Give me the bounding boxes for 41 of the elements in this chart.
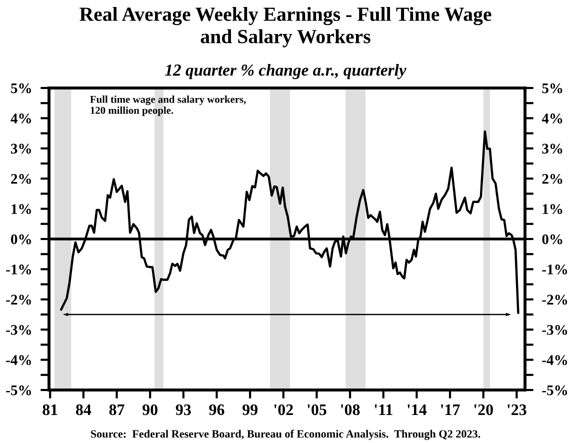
y2-tick-label: 2%	[542, 174, 562, 184]
y2-tick-label: -3%	[542, 324, 568, 335]
y-tick-label: -3%	[6, 324, 31, 335]
x-tick-label: '17	[441, 404, 460, 415]
y2-tick-label: 3%	[542, 144, 562, 154]
x-tick-label: '20	[474, 404, 493, 416]
x-tick-label: '11	[374, 404, 392, 415]
x-tick-label: '14	[408, 404, 427, 415]
x-tick-label: 93	[176, 404, 191, 416]
y2-tick-label: -2%	[542, 294, 568, 305]
x-tick-label: 96	[209, 404, 224, 416]
y-tick-label: 0%	[11, 234, 31, 244]
source-note: Source: Federal Reserve Board, Bureau of Economic Analysis. Through Q2 2023.	[90, 430, 480, 440]
x-tick-label: 90	[142, 404, 158, 416]
y-tick-label: 2%	[11, 174, 31, 184]
chart-subtitle: 12 quarter % change a.r., quarterly	[165, 64, 406, 80]
y2-tick-label: -4%	[542, 355, 568, 366]
y-tick-label: 3%	[11, 144, 31, 154]
annotation: Full time wage and salary workers, 120 million people.	[90, 96, 246, 116]
y2-tick-label: 4%	[542, 114, 562, 124]
x-tick-label: 84	[76, 404, 92, 416]
y2-tick-label: 1%	[542, 204, 562, 214]
y2-tick-label: -1%	[542, 264, 568, 274]
x-tick-label: 87	[109, 404, 124, 416]
y2-tick-label: 5%	[542, 83, 562, 94]
y-tick-label: -5%	[6, 385, 31, 396]
x-tick-label: '23	[508, 404, 526, 416]
chart-title: Real Average Weekly Earnings - Full Time Wage and Salary Workers	[80, 7, 492, 48]
y2-tick-label: -5%	[542, 385, 568, 396]
x-tick-label: '02	[274, 404, 293, 416]
x-tick-label: 99	[242, 404, 258, 416]
y-tick-label: -4%	[6, 355, 31, 366]
y-tick-label: -1%	[6, 264, 31, 274]
x-tick-label: '08	[341, 404, 360, 416]
y-tick-label: 4%	[10, 114, 31, 124]
y-tick-label: -2%	[6, 294, 31, 305]
x-tick-label: '05	[308, 404, 326, 416]
y-tick-label: 5%	[11, 83, 31, 94]
x-tick-label: 81	[42, 404, 58, 416]
y2-tick-label: 0%	[542, 234, 562, 244]
y-tick-label: 1%	[12, 204, 31, 214]
